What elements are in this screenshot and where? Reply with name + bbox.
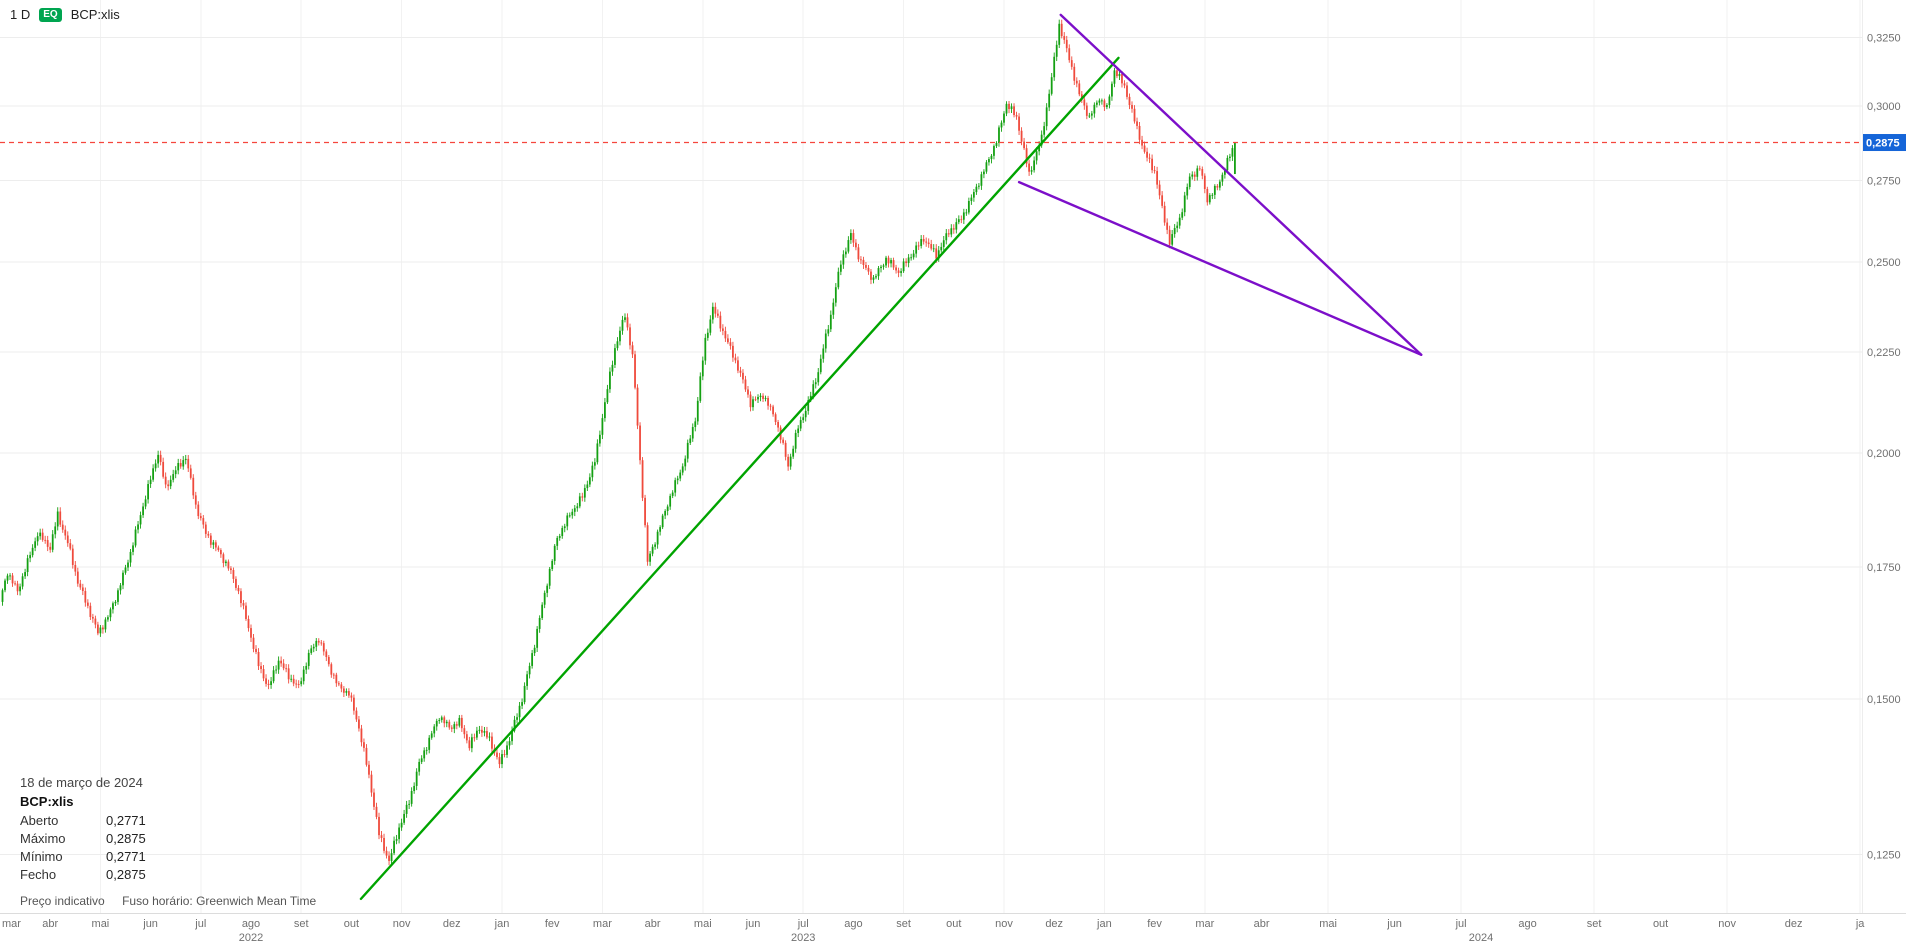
axis-separators xyxy=(0,0,1906,914)
ohlc-tooltip: 18 de março de 2024 BCP:xlis Aberto 0,27… xyxy=(20,775,146,884)
low-label: Mínimo xyxy=(20,849,63,864)
price-tick-label: 0,2250 xyxy=(1867,347,1901,359)
price-axis[interactable]: 0,3250 0,3000 0,2750 0,2500 0,2250 0,2000 0,17… xyxy=(1867,33,1901,862)
month-label: dez xyxy=(443,918,461,930)
month-label: mai xyxy=(92,918,110,930)
month-label: fev xyxy=(1147,918,1162,930)
month-label: set xyxy=(1587,918,1602,930)
timeframe-label[interactable]: 1 D xyxy=(10,7,31,22)
open-label: Aberto xyxy=(20,813,59,828)
wedge-upper-line[interactable] xyxy=(1059,13,1423,356)
month-label: out xyxy=(946,918,961,930)
price-tick-label: 0,1500 xyxy=(1867,694,1901,706)
tooltip-row-open: Aberto 0,2771 xyxy=(20,812,146,830)
month-label: jan xyxy=(494,918,510,930)
close-label: Fecho xyxy=(20,867,57,882)
indicative-price-note: Preço indicativo xyxy=(20,894,105,908)
timezone-note: Fuso horário: Greenwich Mean Time xyxy=(122,894,317,908)
high-value: 0,2875 xyxy=(106,831,146,846)
price-tick-label: 0,1750 xyxy=(1867,562,1901,574)
month-label: mar xyxy=(593,918,612,930)
month-label: abr xyxy=(42,918,58,930)
month-label: mai xyxy=(1319,918,1337,930)
month-label: ja xyxy=(1855,918,1865,930)
month-label: jun xyxy=(745,918,761,930)
tooltip-row-high: Máximo 0,2875 xyxy=(20,830,146,848)
month-label: fev xyxy=(545,918,560,930)
trendlines xyxy=(359,13,1423,901)
month-label: dez xyxy=(1045,918,1063,930)
month-label: jul xyxy=(797,918,809,930)
last-price-tag-label: 0,2875 xyxy=(1866,138,1900,150)
high-label: Máximo xyxy=(20,831,66,846)
month-label: set xyxy=(294,918,309,930)
uptrend-line[interactable] xyxy=(359,56,1120,901)
month-label: mar xyxy=(1195,918,1214,930)
symbol-label[interactable]: BCP:xlis xyxy=(70,7,120,22)
price-tick-label: 0,3250 xyxy=(1867,33,1901,45)
low-value: 0,2771 xyxy=(106,849,146,864)
vertical-gridlines xyxy=(99,0,1861,913)
chart-footnote: Preço indicativo Fuso horário: Greenwich… xyxy=(20,894,316,908)
month-label: mai xyxy=(694,918,712,930)
month-label: out xyxy=(344,918,359,930)
year-label: 2023 xyxy=(791,932,815,943)
month-label: jul xyxy=(1455,918,1467,930)
price-tick-label: 0,2500 xyxy=(1867,257,1901,269)
month-label: abr xyxy=(645,918,661,930)
month-label: ago xyxy=(242,918,260,930)
price-tick-label: 0,1250 xyxy=(1867,850,1901,862)
chart-header: 1 D EQ BCP:xlis xyxy=(10,7,120,22)
horizontal-gridlines xyxy=(0,37,1862,856)
wedge-lower-line[interactable] xyxy=(1017,180,1423,356)
month-label: nov xyxy=(393,918,411,930)
month-label: mar xyxy=(2,918,21,930)
month-label: jun xyxy=(1386,918,1402,930)
month-label: nov xyxy=(1718,918,1736,930)
month-label: jul xyxy=(194,918,206,930)
tooltip-row-low: Mínimo 0,2771 xyxy=(20,848,146,866)
month-label: set xyxy=(896,918,911,930)
price-tick-label: 0,2000 xyxy=(1867,448,1901,460)
month-label: out xyxy=(1653,918,1668,930)
tooltip-symbol: BCP:xlis xyxy=(20,794,74,809)
tooltip-date: 18 de março de 2024 xyxy=(20,775,143,790)
equity-badge: EQ xyxy=(39,7,62,22)
time-axis[interactable]: mar abr mai jun jul ago set out nov dez jan fev mar a… xyxy=(2,918,1865,943)
price-tick-label: 0,2750 xyxy=(1867,176,1901,188)
price-tick-label: 0,3000 xyxy=(1867,101,1901,113)
month-label: ago xyxy=(1518,918,1536,930)
tooltip-row-close: Fecho 0,2875 xyxy=(20,866,146,884)
month-label: abr xyxy=(1254,918,1270,930)
month-label: ago xyxy=(844,918,862,930)
candlestick-series xyxy=(1,19,1236,866)
month-label: jan xyxy=(1096,918,1112,930)
month-label: jun xyxy=(142,918,158,930)
open-value: 0,2771 xyxy=(106,813,146,828)
close-value: 0,2875 xyxy=(106,867,146,882)
last-price-tag: 0,2875 xyxy=(1863,134,1906,152)
year-label: 2024 xyxy=(1469,932,1493,943)
year-label: 2022 xyxy=(239,932,263,943)
month-label: dez xyxy=(1785,918,1803,930)
month-label: nov xyxy=(995,918,1013,930)
